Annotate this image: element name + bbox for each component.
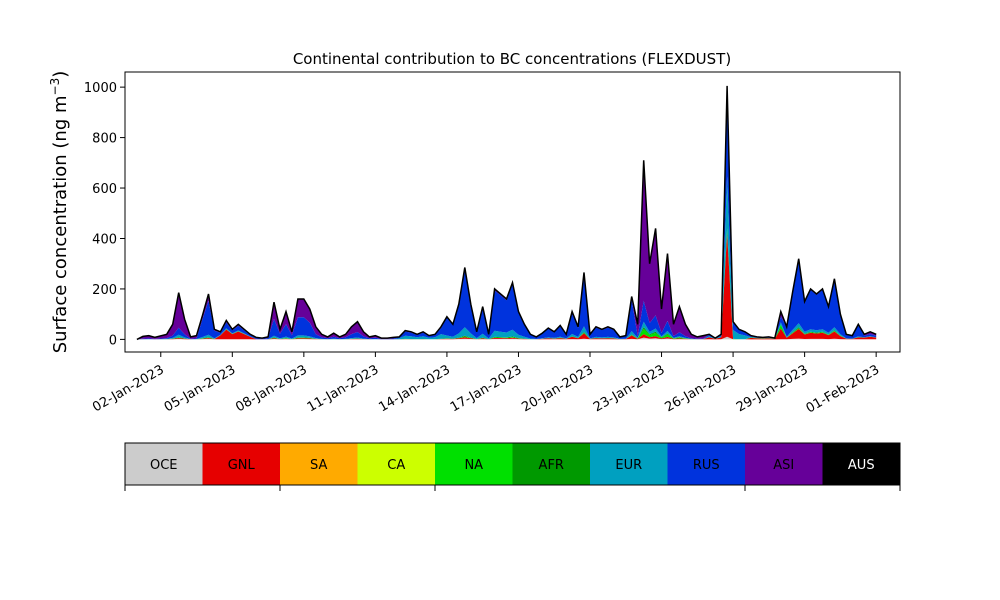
total-line [136, 85, 877, 341]
legend-label-na: NA [464, 458, 483, 473]
area-rus [136, 98, 877, 340]
x-tick-label: 26-Jan-2023 [662, 362, 739, 415]
legend-label-ca: CA [387, 458, 405, 473]
plot-frame [124, 71, 901, 353]
legend-swatch-ca [357, 443, 436, 485]
y-tick-label: 600 [92, 182, 117, 197]
chart-title: Continental contribution to BC concentra… [293, 50, 731, 68]
legend-swatch-oce [125, 443, 203, 485]
y-axis-label: Surface concentration (ng m−3) [48, 71, 71, 354]
x-tick-label: 20-Jan-2023 [519, 362, 596, 415]
legend-swatch-gnl [202, 443, 281, 485]
y-tick-label: 0 [109, 333, 117, 348]
legend: OCE GNL SA CA NA AFR EUR RUS ASI AUS [124, 442, 901, 491]
legend-label-asi: ASI [773, 458, 794, 473]
legend-label-rus: RUS [693, 458, 720, 473]
y-axis: 0 200 400 600 800 1000 [84, 81, 125, 348]
legend-swatch-sa [280, 443, 358, 485]
plot-area [136, 85, 877, 341]
area-oce [136, 336, 877, 340]
legend-swatch-asi [745, 443, 823, 485]
legend-label-oce: OCE [150, 458, 178, 473]
legend-frame [124, 442, 901, 486]
x-tick-label: 08-Jan-2023 [233, 362, 310, 415]
legend-swatch-eur [590, 443, 668, 485]
x-tick-label: 14-Jan-2023 [376, 362, 453, 415]
x-axis: 02-Jan-202305-Jan-202308-Jan-202311-Jan-… [90, 352, 882, 416]
y-axis-label-text: Surface concentration (ng m [50, 95, 71, 353]
y-tick-label: 1000 [84, 81, 117, 96]
x-tick-label: 23-Jan-2023 [591, 362, 668, 415]
legend-label-afr: AFR [539, 458, 564, 473]
x-tick-label: 01-Feb-2023 [804, 362, 883, 416]
y-tick-label: 800 [92, 132, 117, 147]
x-tick-label: 29-Jan-2023 [734, 362, 811, 415]
legend-label-aus: AUS [848, 458, 875, 473]
legend-swatch-na [435, 443, 513, 485]
y-axis-label-close: ) [50, 71, 71, 78]
x-tick-label: 11-Jan-2023 [305, 362, 382, 415]
legend-label-sa: SA [310, 458, 327, 473]
legend-label-gnl: GNL [228, 458, 256, 473]
area-gnl [136, 233, 877, 340]
x-tick-label: 17-Jan-2023 [448, 362, 525, 415]
legend-swatch-aus [822, 443, 901, 485]
legend-swatch-rus [667, 443, 746, 485]
x-tick-label: 02-Jan-2023 [90, 362, 167, 415]
y-tick-label: 200 [92, 283, 117, 298]
legend-label-eur: EUR [615, 458, 642, 473]
legend-swatch-afr [512, 443, 591, 485]
x-tick-label: 05-Jan-2023 [162, 362, 239, 415]
y-axis-label-superscript: −3 [48, 78, 62, 96]
y-tick-label: 400 [92, 232, 117, 247]
